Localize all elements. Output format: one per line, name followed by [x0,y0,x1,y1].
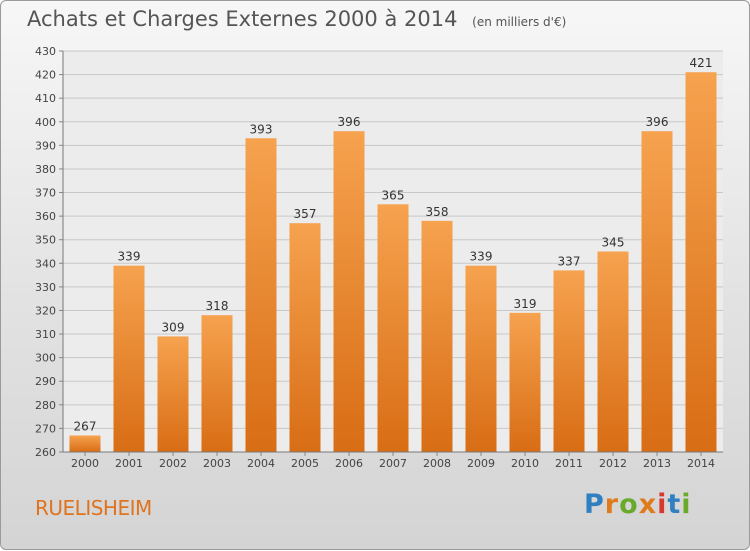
y-tick-label: 280 [35,399,56,412]
x-tick-label: 2004 [247,457,275,470]
y-tick-label: 350 [35,234,56,247]
x-tick-label: 2001 [115,457,143,470]
bar-2012 [597,251,629,452]
y-tick-label: 430 [35,45,56,58]
bar-2010 [509,312,541,452]
data-label-2013: 396 [646,115,669,129]
y-tick-label: 420 [35,69,56,82]
logo-letter: i [657,489,668,520]
x-tick-label: 2009 [467,457,495,470]
data-labels: 267 339 309 318 393 357 396 365 358 339 319 337 345 3… [74,56,713,433]
x-tick-label: 2012 [599,457,627,470]
data-label-2001: 339 [118,250,141,264]
y-tick-label: 260 [35,446,56,459]
y-axis-ticks: 260 270 280 290 300 310 320 330 340 350 360 370 380 3… [35,45,63,459]
x-tick-label: 2006 [335,457,363,470]
logo-letter: i [681,489,692,520]
x-tick-label: 2008 [423,457,451,470]
y-tick-label: 410 [35,92,56,105]
x-tick-label: 2003 [203,457,231,470]
x-tick-label: 2000 [71,457,99,470]
bar-2002 [157,336,189,452]
x-tick-label: 2014 [687,457,715,470]
bar-2004 [245,138,277,452]
bar-2005 [289,223,321,452]
bar-2001 [113,265,145,452]
data-label-2006: 396 [338,115,361,129]
y-tick-label: 360 [35,210,56,223]
bar-2003 [201,315,233,452]
logo-letter: P [584,489,605,520]
y-tick-label: 400 [35,116,56,129]
bar-2013 [641,131,673,452]
data-label-2004: 393 [250,122,273,136]
data-label-2008: 358 [426,205,449,219]
chart-subtitle: (en milliers d'€) [472,15,567,29]
y-tick-label: 290 [35,375,56,388]
bar-2006 [333,131,365,452]
bar-2011 [553,270,585,452]
data-label-2003: 318 [206,299,229,313]
bar-2007 [377,204,409,452]
y-tick-label: 330 [35,281,56,294]
y-tick-label: 320 [35,304,56,317]
y-tick-label: 390 [35,139,56,152]
bars [69,72,717,453]
data-label-2009: 339 [470,250,493,264]
x-tick-label: 2011 [555,457,583,470]
data-label-2010: 319 [514,297,537,311]
data-label-2002: 309 [162,320,185,334]
bar-2009 [465,265,497,452]
logo-letter: x [638,489,658,520]
y-tick-label: 340 [35,257,56,270]
data-label-2012: 345 [602,236,625,250]
chart-title-text: Achats et Charges Externes 2000 à 2014 [27,7,458,31]
bar-2000 [69,435,101,452]
y-tick-label: 380 [35,163,56,176]
x-tick-label: 2013 [643,457,671,470]
bar-2008 [421,220,453,452]
data-label-2007: 365 [382,188,405,202]
x-tick-label: 2007 [379,457,407,470]
logo-letter: r [604,489,620,520]
proxiti-logo: Proxiti [584,489,692,520]
logo-letter: o [619,489,639,520]
data-label-2014: 421 [690,56,713,70]
logo-letter: t [667,489,682,520]
y-tick-label: 300 [35,352,56,365]
x-tick-label: 2005 [291,457,319,470]
y-tick-label: 370 [35,187,56,200]
data-label-2000: 267 [74,419,97,433]
x-axis-ticks: 2000 2001 2002 2003 2004 2005 2006 2007 2008 2009… [71,452,715,470]
chart-title: Achats et Charges Externes 2000 à 2014 (… [27,7,566,31]
y-tick-label: 270 [35,422,56,435]
data-label-2011: 337 [558,254,581,268]
x-tick-label: 2010 [511,457,539,470]
data-label-2005: 357 [294,207,317,221]
x-tick-label: 2002 [159,457,187,470]
y-tick-label: 310 [35,328,56,341]
bar-2014 [685,72,717,453]
city-name: RUELISHEIM [35,496,152,520]
